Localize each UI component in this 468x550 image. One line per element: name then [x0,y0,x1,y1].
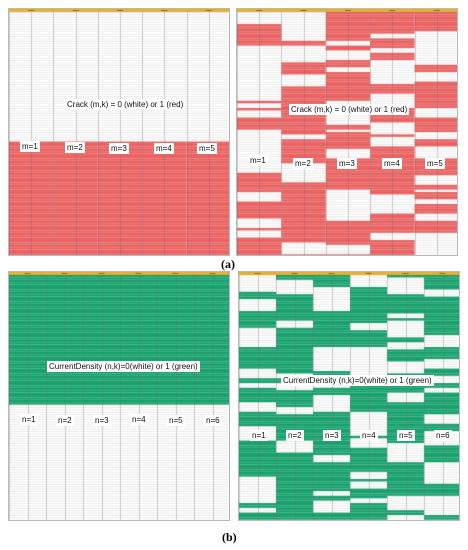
group-label-n6: n=6 [434,430,452,441]
figure-label-b: (b) [222,530,237,544]
current-density-grid-random: CurrentDensity (n,k)=0(white) or 1 (gree… [238,271,460,521]
crack-grid-canvas [237,9,457,255]
group-label-n6: n=6 [204,415,222,426]
crack-legend-text: Crack (m,k) = 0 (white) or 1 (red) [65,99,186,110]
crack-grid-random: Crack (m,k) = 0 (white) or 1 (red) m=1 m… [236,8,458,256]
group-label-n4: n=4 [360,430,378,441]
group-label-n2: n=2 [286,430,304,441]
crack-grid-canvas [9,9,229,255]
current-density-legend-text: CurrentDensity (n,k)=0(white) or 1 (gree… [47,361,200,372]
group-label-n1: n=1 [20,414,38,425]
group-label-m1: m=1 [20,141,40,152]
current-density-grid-uniform: CurrentDensity (n,k)=0(white) or 1 (gree… [8,271,230,521]
group-label-m2: m=2 [65,142,85,153]
group-label-m5: m=5 [425,158,445,169]
group-label-n3: n=3 [323,430,341,441]
crack-grid-uniform: Crack (m,k) = 0 (white) or 1 (red) m=1 m… [8,8,230,256]
current-density-legend-text: CurrentDensity (n,k)=0(white) or 1 (gree… [281,375,434,386]
group-label-n5: n=5 [397,430,415,441]
group-label-n2: n=2 [56,415,74,426]
group-label-m1: m=1 [248,155,268,166]
current-density-grid-canvas [239,272,459,520]
group-label-n1: n=1 [250,430,268,441]
group-label-m3: m=3 [337,158,357,169]
figure-label-a: (a) [221,257,235,271]
group-label-m3: m=3 [109,143,129,154]
group-label-m5: m=5 [197,143,217,154]
group-label-m4: m=4 [382,158,402,169]
current-density-grid-canvas [9,272,229,520]
group-label-n4: n=4 [130,414,148,425]
group-label-m4: m=4 [154,143,174,154]
group-label-m2: m=2 [293,158,313,169]
group-label-n5: n=5 [167,415,185,426]
crack-legend-text: Crack (m,k) = 0 (white) or 1 (red) [289,104,410,115]
group-label-n3: n=3 [93,415,111,426]
